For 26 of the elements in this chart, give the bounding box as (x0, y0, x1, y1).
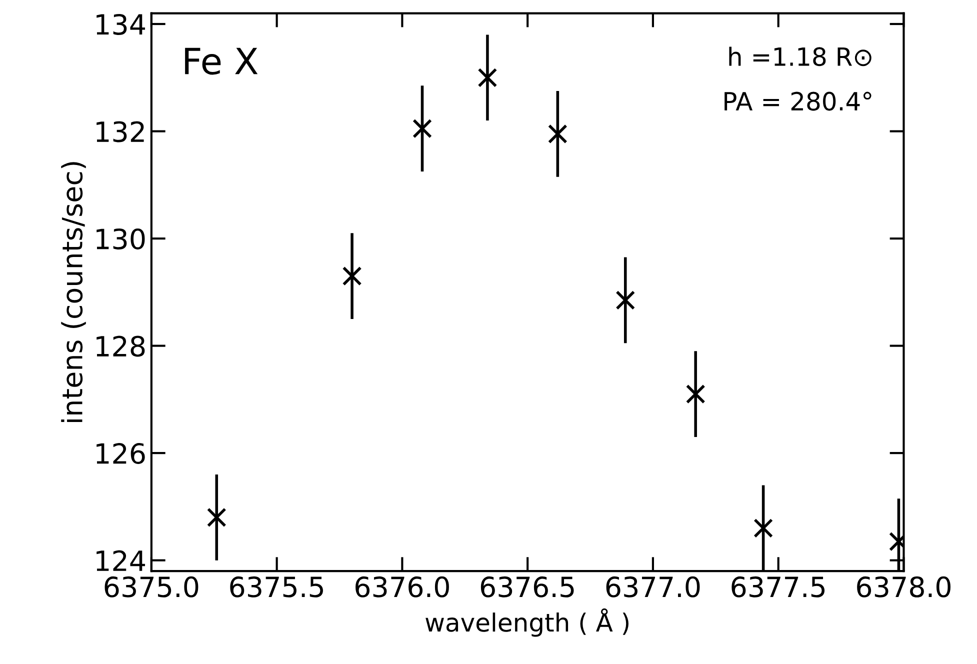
x-tick-label: 6377.0 (606, 576, 700, 598)
point (206, 508, 226, 528)
y-tick-label: 128 (96, 336, 145, 357)
point (754, 518, 774, 538)
y-tick-label: 124 (96, 550, 146, 571)
x-tick-label: 6376.0 (356, 576, 449, 598)
x-tick-label: 6377.5 (732, 576, 825, 598)
annotation: PA = 280.4° (724, 92, 872, 111)
x-tick-label: 6375.5 (230, 576, 323, 598)
x-tick-label: 6378.0 (857, 576, 950, 598)
point (342, 266, 362, 286)
y-tick-label: 126 (96, 442, 145, 464)
point (478, 68, 498, 88)
y-axis-title: intens (counts/sec) (61, 162, 86, 422)
point (548, 124, 568, 144)
x-tick-label: 6375.0 (104, 576, 198, 598)
point (616, 290, 636, 310)
y-tick-label: 132 (96, 121, 144, 142)
point (412, 118, 432, 138)
x-axis-title: wavelength ( Å ) (426, 608, 628, 637)
annotation: h =1.18 R⊙ (729, 46, 872, 66)
x-tick-label: 6376.5 (480, 576, 574, 598)
annotation: Fe X (185, 48, 258, 75)
point (686, 384, 706, 404)
y-tick-label: 134 (96, 14, 146, 35)
y-tick-label: 130 (96, 228, 145, 250)
